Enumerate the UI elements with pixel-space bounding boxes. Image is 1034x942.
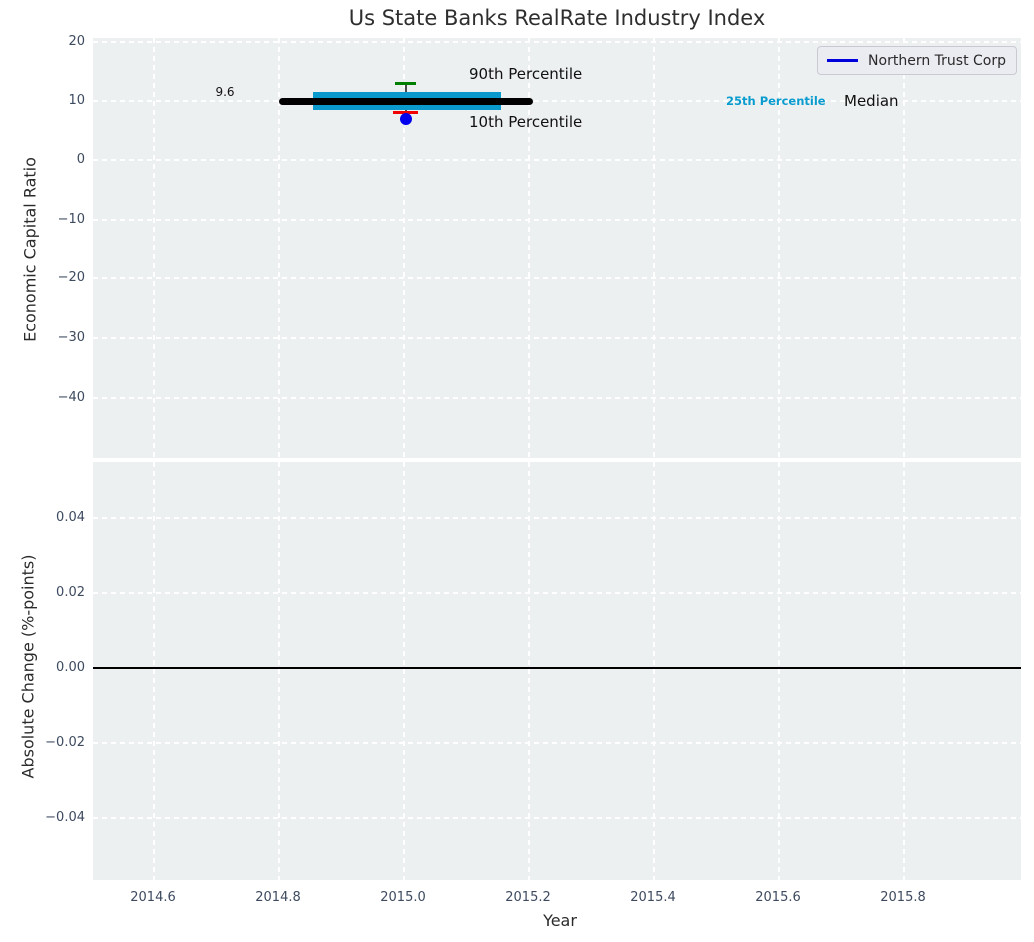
xtick-label: 2015.4 bbox=[630, 890, 676, 905]
x-axis-label: Year bbox=[543, 911, 577, 930]
top-y-axis-label: Economic Capital Ratio bbox=[20, 157, 40, 342]
legend: Northern Trust Corp bbox=[817, 46, 1017, 75]
gridline bbox=[653, 38, 655, 458]
ytick-label: 0 bbox=[76, 152, 85, 167]
gridline bbox=[778, 38, 780, 458]
gridline bbox=[153, 462, 155, 880]
median-bar bbox=[279, 98, 533, 105]
median-value-annotation: 9.6 bbox=[215, 85, 235, 99]
gridline bbox=[93, 517, 1021, 519]
legend-line-icon bbox=[827, 59, 859, 62]
ytick-label: −40 bbox=[57, 390, 85, 405]
gridline bbox=[403, 38, 405, 458]
p10-cap bbox=[393, 111, 418, 114]
median-annotation: Median bbox=[844, 92, 899, 110]
xtick-label: 2015.0 bbox=[380, 890, 426, 905]
gridline bbox=[528, 462, 530, 880]
ytick-label: 0.04 bbox=[56, 510, 85, 525]
gridline bbox=[278, 38, 280, 458]
gridline bbox=[528, 38, 530, 458]
gridline bbox=[903, 38, 905, 458]
gridline bbox=[153, 38, 155, 458]
bottom-y-axis-label: Absolute Change (%-points) bbox=[18, 554, 38, 779]
xtick-label: 2015.8 bbox=[880, 890, 926, 905]
gridline bbox=[278, 462, 280, 880]
chart-title: Us State Banks RealRate Industry Index bbox=[348, 6, 766, 30]
ytick-label: −20 bbox=[57, 270, 85, 285]
p10-annotation: 10th Percentile bbox=[469, 113, 583, 131]
gridline bbox=[403, 462, 405, 880]
xtick-label: 2015.6 bbox=[755, 890, 801, 905]
company-data-point bbox=[400, 113, 412, 125]
ytick-label: 20 bbox=[68, 34, 85, 49]
ytick-label: −0.04 bbox=[45, 810, 85, 825]
p25-annotation: 25th Percentile bbox=[726, 94, 826, 108]
gridline bbox=[93, 100, 1021, 102]
gridline bbox=[93, 742, 1021, 744]
ytick-label: 10 bbox=[68, 93, 85, 108]
ytick-label: 0.00 bbox=[56, 660, 85, 675]
gridline bbox=[93, 219, 1021, 221]
xtick-label: 2015.2 bbox=[505, 890, 551, 905]
ytick-label: −0.02 bbox=[45, 735, 85, 750]
ytick-label: 0.02 bbox=[56, 585, 85, 600]
bottom-subplot-area bbox=[93, 462, 1021, 880]
xtick-label: 2014.8 bbox=[255, 890, 301, 905]
p90-cap bbox=[395, 82, 416, 85]
gridline bbox=[93, 41, 1021, 43]
gridline bbox=[93, 397, 1021, 399]
gridline bbox=[93, 337, 1021, 339]
xtick-label: 2014.6 bbox=[130, 890, 176, 905]
gridline bbox=[93, 277, 1021, 279]
gridline bbox=[778, 462, 780, 880]
gridline bbox=[93, 159, 1021, 161]
legend-label: Northern Trust Corp bbox=[868, 52, 1006, 69]
gridline bbox=[653, 462, 655, 880]
top-subplot-area: 9.6 90th Percentile 10th Percentile 25th… bbox=[93, 38, 1021, 458]
gridline bbox=[903, 462, 905, 880]
zero-line bbox=[93, 667, 1021, 669]
p90-annotation: 90th Percentile bbox=[469, 65, 583, 83]
ytick-label: −30 bbox=[57, 330, 85, 345]
ytick-label: −10 bbox=[57, 212, 85, 227]
gridline bbox=[93, 817, 1021, 819]
gridline bbox=[93, 592, 1021, 594]
